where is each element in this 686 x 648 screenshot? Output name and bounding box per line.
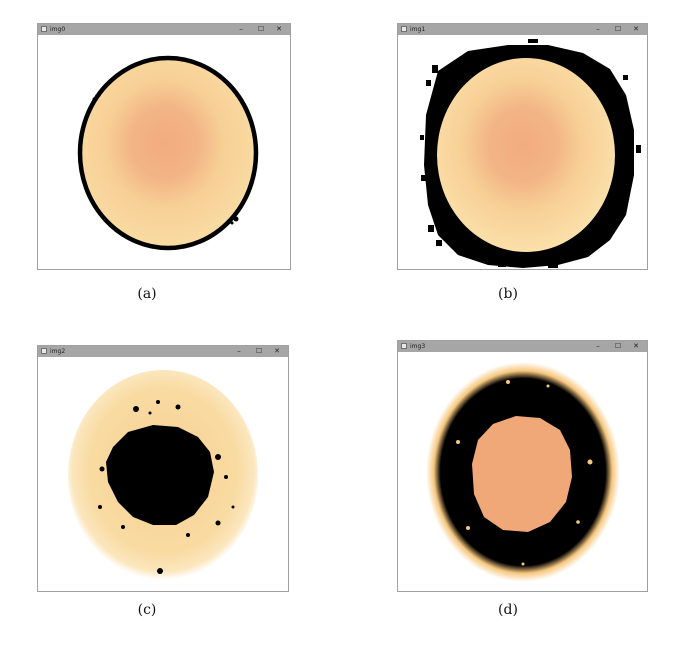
close-icon[interactable]: ✕ [633,25,639,33]
app-window-icon [401,343,407,349]
maximize-icon[interactable]: ☐ [614,342,622,350]
minimize-icon[interactable]: – [596,25,600,33]
window-title: img0 [50,26,66,33]
segmented-image-a [77,55,259,251]
minimize-icon[interactable]: – [596,342,600,350]
image-canvas [398,35,647,269]
app-window-icon [41,348,47,354]
image-canvas [38,35,290,269]
segmented-image-b [420,39,641,268]
caption-b: (b) [498,286,518,302]
segmented-image-c [68,370,258,580]
caption-d: (d) [498,602,518,618]
close-icon[interactable]: ✕ [276,25,282,33]
image-canvas [398,352,647,591]
caption-a: (a) [137,286,157,302]
maximize-icon[interactable]: ☐ [614,25,622,33]
window-title: img1 [410,26,426,33]
window-titlebar[interactable]: img0 – ☐ ✕ [38,24,290,35]
close-icon[interactable]: ✕ [274,347,280,355]
caption-c: (c) [137,602,157,618]
window-titlebar[interactable]: img2 – ☐ ✕ [38,346,288,357]
maximize-icon[interactable]: ☐ [255,347,263,355]
window-titlebar[interactable]: img1 – ☐ ✕ [398,24,647,35]
image-window-img3: img3 – ☐ ✕ [397,340,648,592]
close-icon[interactable]: ✕ [633,342,639,350]
window-title: img3 [410,343,426,350]
app-window-icon [41,26,47,32]
window-title: img2 [50,348,66,355]
window-titlebar[interactable]: img3 – ☐ ✕ [398,341,647,352]
image-window-img2: img2 – ☐ ✕ [37,345,289,592]
minimize-icon[interactable]: – [239,25,243,33]
image-window-img1: img1 – ☐ ✕ [397,23,648,270]
image-canvas [38,357,288,591]
app-window-icon [401,26,407,32]
maximize-icon[interactable]: ☐ [257,25,265,33]
minimize-icon[interactable]: – [237,347,241,355]
image-window-img0: img0 – ☐ ✕ [37,23,291,270]
segmented-image-d [426,362,620,582]
